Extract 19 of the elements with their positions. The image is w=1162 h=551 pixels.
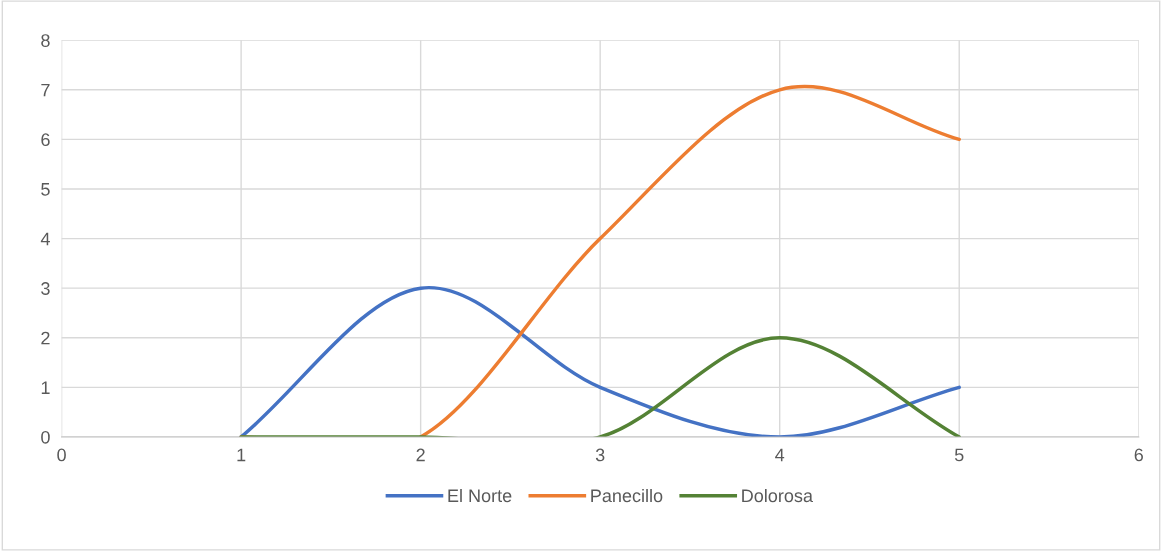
- x-tick-label: 0: [57, 448, 66, 462]
- legend-label: El Norte: [448, 488, 512, 503]
- y-tick-label: 8: [41, 34, 50, 47]
- x-tick-label: 2: [416, 448, 425, 462]
- y-tick-label: 3: [41, 282, 50, 295]
- y-tick-label: 6: [41, 133, 50, 147]
- y-tick-label: 0: [41, 430, 50, 444]
- legend-label: Panecillo: [591, 488, 663, 503]
- y-tick-label: 4: [40, 232, 50, 246]
- x-tick-label: 5: [954, 448, 964, 462]
- y-tick-label: 1: [41, 381, 50, 394]
- y-tick-label: 5: [41, 183, 50, 196]
- y-tick-label: 7: [41, 83, 50, 97]
- x-tick-label: 4: [775, 448, 785, 462]
- x-tick-label: 3: [595, 448, 605, 462]
- x-tick-label: 1: [237, 448, 246, 462]
- x-tick-label: 6: [1134, 448, 1143, 462]
- y-tick-label: 2: [41, 331, 50, 345]
- legend-label: Dolorosa: [742, 488, 813, 503]
